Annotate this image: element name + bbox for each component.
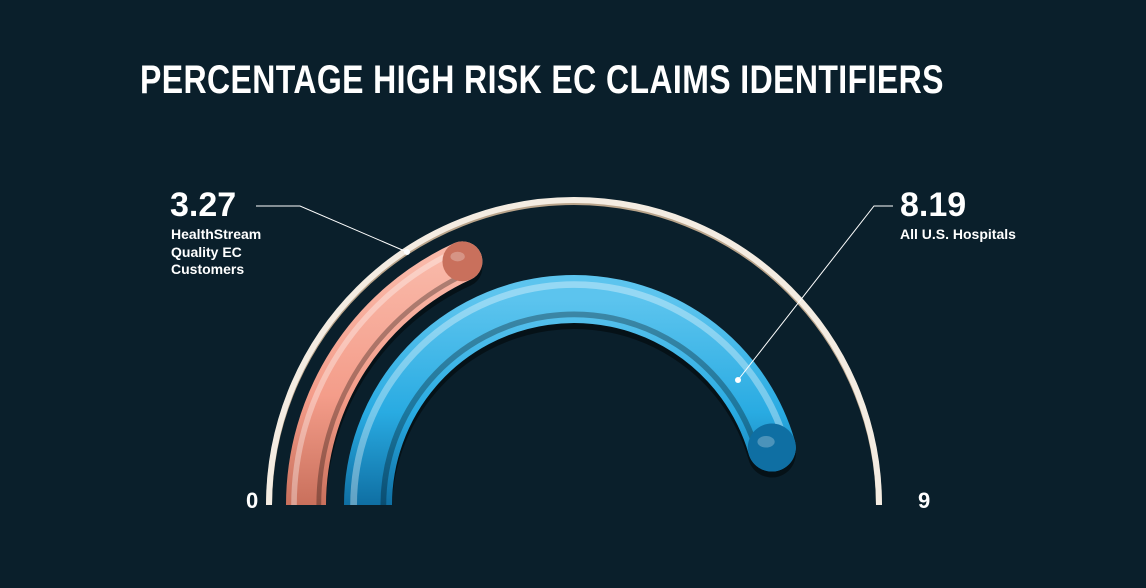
axis-tick-end: 9 bbox=[918, 490, 930, 512]
chart-title: PERCENTAGE HIGH RISK EC CLAIMS IDENTIFIE… bbox=[140, 60, 944, 100]
stage: PERCENTAGE HIGH RISK EC CLAIMS IDENTIFIE… bbox=[0, 0, 1146, 588]
series-value-all-us: 8.19 bbox=[900, 188, 966, 222]
series-value-healthstream: 3.27 bbox=[170, 188, 236, 222]
axis-tick-start: 0 bbox=[246, 490, 258, 512]
series-label-all-us: All U.S. Hospitals bbox=[900, 226, 1040, 244]
series-label-healthstream: HealthStream Quality EC Customers bbox=[171, 226, 281, 279]
